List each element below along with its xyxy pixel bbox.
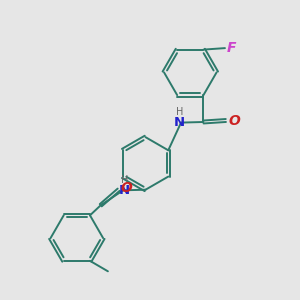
Text: H: H [121, 175, 128, 185]
Text: F: F [226, 41, 236, 55]
Text: O: O [228, 113, 240, 128]
Text: O: O [120, 181, 132, 195]
Text: N: N [174, 116, 185, 129]
Text: H: H [176, 107, 183, 117]
Text: N: N [119, 184, 130, 197]
